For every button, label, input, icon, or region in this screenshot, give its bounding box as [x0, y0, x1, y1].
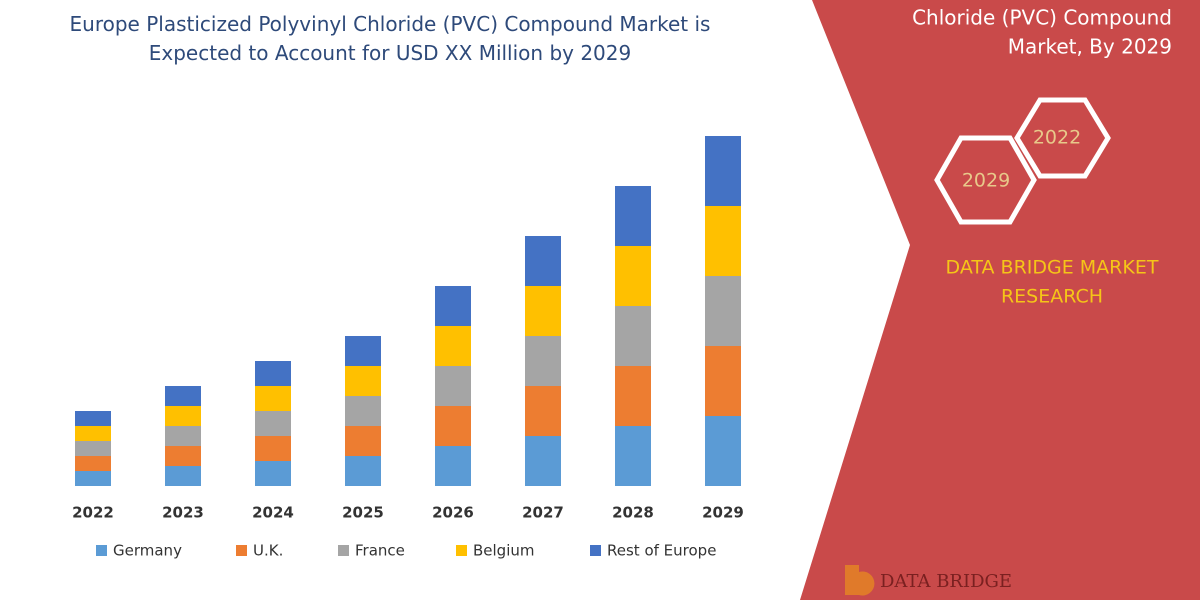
legend-swatch — [236, 545, 247, 556]
bar-segment — [615, 366, 651, 426]
bar-segment — [255, 411, 291, 436]
x-tick-label: 2023 — [162, 504, 204, 522]
legend-swatch — [456, 545, 467, 556]
legend-label: U.K. — [253, 542, 283, 560]
bar-segment — [165, 406, 201, 426]
hexagon-label: 2022 — [1033, 127, 1081, 149]
bar-segment — [435, 366, 471, 406]
x-tick-label: 2024 — [252, 504, 294, 522]
bar-segment — [75, 411, 111, 426]
legend-label: Belgium — [473, 542, 535, 560]
side-heading: Chloride (PVC) Compound — [912, 6, 1172, 30]
legend-swatch — [338, 545, 349, 556]
hexagon-label: 2029 — [962, 170, 1010, 192]
bar-segment — [75, 456, 111, 471]
x-tick-label: 2025 — [342, 504, 384, 522]
bar-segment — [165, 426, 201, 446]
x-tick-label: 2022 — [72, 504, 114, 522]
bar-segment — [435, 286, 471, 326]
bar-segment — [705, 206, 741, 276]
hexagon — [934, 135, 1037, 225]
bar-segment — [435, 446, 471, 486]
bar-segment — [705, 276, 741, 346]
bar-segment — [255, 361, 291, 386]
legend-label: Germany — [113, 542, 182, 560]
bar-segment — [615, 306, 651, 366]
legend-label: France — [355, 542, 405, 560]
chart-title: Europe Plasticized Polyvinyl Chloride (P… — [69, 12, 711, 65]
x-tick-label: 2026 — [432, 504, 474, 522]
bar-segment — [705, 136, 741, 206]
bar-segment — [705, 346, 741, 416]
x-tick-label: 2029 — [702, 504, 744, 522]
side-heading: Market, By 2029 — [1008, 35, 1172, 59]
bar-segment — [705, 416, 741, 486]
hexagons — [934, 97, 1111, 225]
logo: DATA BRIDGE — [880, 571, 1012, 592]
bar-segment — [165, 466, 201, 486]
hexagon — [1014, 97, 1111, 179]
legend-swatch — [96, 545, 107, 556]
brand: RESEARCH — [1001, 286, 1103, 308]
x-tick-label: 2027 — [522, 504, 564, 522]
legend-swatch — [590, 545, 601, 556]
legend-label: Rest of Europe — [607, 542, 716, 560]
bar-segment — [525, 286, 561, 336]
bar-segment — [615, 186, 651, 246]
bar-segment — [525, 236, 561, 286]
bar-segment — [435, 406, 471, 446]
bar-segment — [255, 461, 291, 486]
bar-segment — [165, 386, 201, 406]
bar-segment — [345, 456, 381, 486]
bar-segment — [345, 396, 381, 426]
bar-segment — [435, 326, 471, 366]
bar-segment — [255, 436, 291, 461]
logo-icon — [845, 565, 875, 596]
bar-segment — [345, 336, 381, 366]
brand: DATA BRIDGE MARKET — [946, 257, 1159, 279]
bar-segment — [525, 386, 561, 436]
x-tick-label: 2028 — [612, 504, 654, 522]
bar-segment — [75, 426, 111, 441]
bar-segment — [615, 426, 651, 486]
bar-segment — [165, 446, 201, 466]
bar-segment — [525, 436, 561, 486]
bar-segment — [525, 336, 561, 386]
bar-segment — [75, 471, 111, 486]
bar-segment — [615, 246, 651, 306]
bar-segment — [345, 366, 381, 396]
bar-segment — [345, 426, 381, 456]
bar-segment — [75, 441, 111, 456]
bar-segment — [255, 386, 291, 411]
